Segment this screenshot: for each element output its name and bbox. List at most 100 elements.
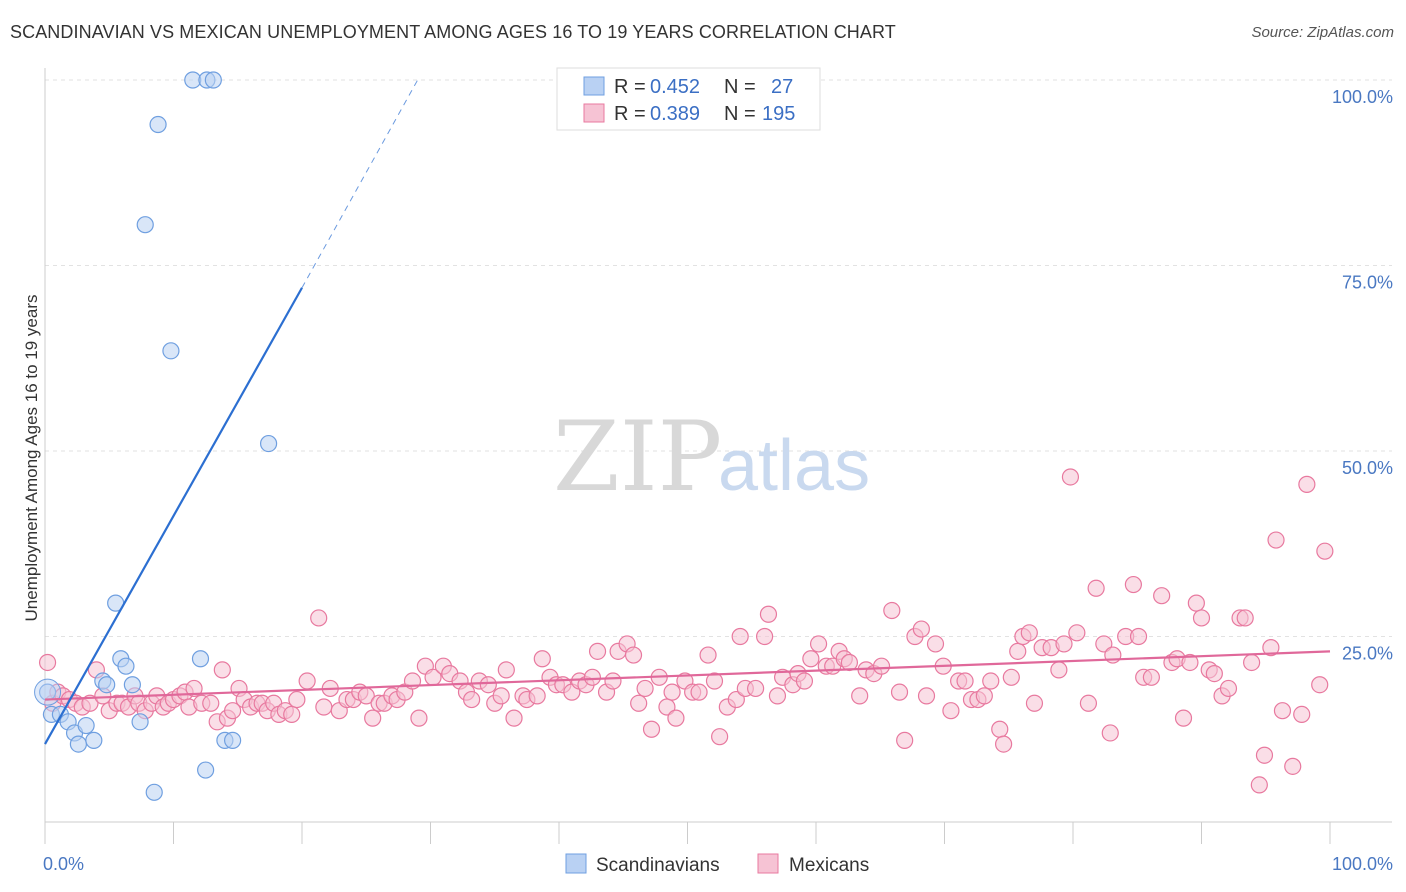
mexican-point-147 bbox=[1025, 694, 1044, 712]
mexican-point-90 bbox=[630, 694, 648, 712]
y-tick-label-0: 25.0% bbox=[1342, 644, 1393, 664]
mexican-point-146 bbox=[1020, 624, 1038, 642]
legend-r-label-mexicans: R = bbox=[614, 103, 646, 125]
x-tick-labels: 0.0% 100.0% bbox=[43, 854, 1393, 874]
legend-r-label-scandinavians: R = bbox=[614, 76, 646, 98]
mexican-point-96 bbox=[667, 709, 685, 727]
mexican-point-128 bbox=[896, 731, 914, 749]
bottom-legend: Scandinavians Mexicans bbox=[565, 853, 869, 876]
mexican-point-127 bbox=[890, 683, 909, 701]
legend-swatch-scandinavians bbox=[583, 76, 605, 96]
mexican-point-126 bbox=[883, 601, 901, 620]
mexican-point-70 bbox=[492, 687, 510, 705]
mexican-point-140 bbox=[982, 672, 1000, 690]
mexican-point-105 bbox=[731, 627, 749, 646]
mexican-point-42 bbox=[288, 690, 306, 709]
axes bbox=[44, 68, 1392, 844]
mexican-point-92 bbox=[642, 720, 661, 738]
mexican-point-163 bbox=[1142, 668, 1160, 686]
bottom-legend-mexicans: Mexicans bbox=[789, 855, 869, 876]
mexican-point-141 bbox=[991, 720, 1009, 738]
scandinavian-trend-extension bbox=[301, 79, 419, 289]
y-tick-label-3: 100.0% bbox=[1332, 87, 1393, 107]
mexican-point-130 bbox=[912, 620, 930, 638]
scandinavian-point-12 bbox=[117, 657, 135, 675]
mexican-point-186 bbox=[1311, 676, 1329, 694]
mexican-point-125 bbox=[872, 657, 891, 675]
scandinavian-point-cluster bbox=[34, 678, 62, 706]
mexican-point-44 bbox=[310, 609, 328, 627]
legend-n-label-scandinavians: N = bbox=[724, 76, 756, 98]
mexican-point-179 bbox=[1255, 746, 1274, 764]
y-axis-label: Unemployment Among Ages 16 to 19 years bbox=[22, 295, 41, 622]
mexican-point-157 bbox=[1101, 724, 1119, 742]
mexican-point-139 bbox=[975, 687, 993, 705]
source-label: Source: ZipAtlas.com bbox=[1251, 24, 1394, 41]
mexican-point-100 bbox=[699, 646, 717, 664]
mexican-point-99 bbox=[690, 683, 708, 701]
mexican-point-75 bbox=[528, 687, 546, 705]
y-tick-label-1: 50.0% bbox=[1342, 458, 1393, 478]
mexican-point-84 bbox=[588, 642, 607, 660]
mexican-point-31 bbox=[224, 702, 242, 720]
mexican-point-52 bbox=[364, 709, 382, 727]
scandinavian-point-16 bbox=[145, 783, 163, 801]
mexican-point-91 bbox=[636, 679, 654, 698]
scandinavian-point-15 bbox=[136, 216, 154, 234]
mexican-point-68 bbox=[479, 676, 497, 694]
mexican-point-25 bbox=[185, 679, 203, 698]
mexican-point-177 bbox=[1243, 653, 1261, 672]
mexican-point-95 bbox=[663, 683, 681, 701]
mexican-point-164 bbox=[1153, 587, 1171, 605]
mexican-point-110 bbox=[768, 687, 787, 705]
bottom-legend-scandinavians: Scandinavians bbox=[596, 855, 720, 876]
legend-swatch-mexicans bbox=[583, 103, 605, 123]
mexican-point-144 bbox=[1009, 642, 1027, 660]
mexican-point-45 bbox=[315, 698, 333, 716]
legend-box: R = 0.452 N = 27 R = 0.389 N = 195 bbox=[556, 67, 821, 131]
watermark: ZIP atlas bbox=[553, 401, 870, 513]
mexican-point-66 bbox=[463, 690, 481, 709]
mexican-point-153 bbox=[1068, 624, 1086, 642]
scandinavian-point-9 bbox=[98, 676, 116, 694]
mexican-point-29 bbox=[213, 661, 231, 679]
mexican-point-115 bbox=[802, 650, 820, 668]
mexican-point-108 bbox=[755, 627, 774, 646]
scandinavian-point-20 bbox=[191, 650, 210, 668]
mexican-point-184 bbox=[1293, 705, 1311, 724]
scandinavian-point-26 bbox=[259, 434, 278, 453]
mexican-point-71 bbox=[497, 661, 515, 679]
mexican-point-150 bbox=[1050, 661, 1068, 679]
mexican-point-83 bbox=[583, 668, 602, 686]
mexican-point-72 bbox=[505, 709, 523, 727]
mexican-point-76 bbox=[533, 650, 551, 668]
mexican-point-0 bbox=[38, 653, 57, 672]
scandinavian-point-18 bbox=[162, 342, 180, 360]
mexican-point-122 bbox=[851, 687, 869, 705]
mexican-point-43 bbox=[298, 672, 316, 690]
mexican-trend-line bbox=[44, 650, 1331, 701]
mexican-point-132 bbox=[926, 635, 945, 653]
mexican-point-59 bbox=[410, 709, 428, 727]
mexican-point-182 bbox=[1273, 702, 1292, 720]
scandinavian-point-13 bbox=[123, 676, 141, 694]
scandinavian-point-14 bbox=[131, 713, 149, 731]
scandinavian-point-23 bbox=[204, 71, 222, 89]
mexican-point-174 bbox=[1219, 679, 1238, 698]
mexican-point-109 bbox=[759, 605, 778, 623]
mexican-point-107 bbox=[747, 679, 765, 698]
mexican-point-114 bbox=[795, 672, 814, 690]
mexican-point-156 bbox=[1095, 635, 1113, 653]
mexican-point-86 bbox=[604, 672, 622, 690]
scandinavian-point-5 bbox=[69, 735, 88, 753]
mexican-point-131 bbox=[917, 687, 936, 705]
chart-title: SCANDINAVIAN VS MEXICAN UNEMPLOYMENT AMO… bbox=[10, 22, 896, 42]
mexican-point-160 bbox=[1124, 575, 1142, 594]
scandinavian-point-7 bbox=[85, 731, 103, 749]
mexican-point-102 bbox=[711, 728, 729, 746]
mexican-point-41 bbox=[283, 705, 301, 724]
mexican-point-116 bbox=[809, 635, 828, 653]
legend-r-value-mexicans: 0.389 bbox=[650, 103, 700, 125]
mexican-point-168 bbox=[1181, 653, 1199, 672]
